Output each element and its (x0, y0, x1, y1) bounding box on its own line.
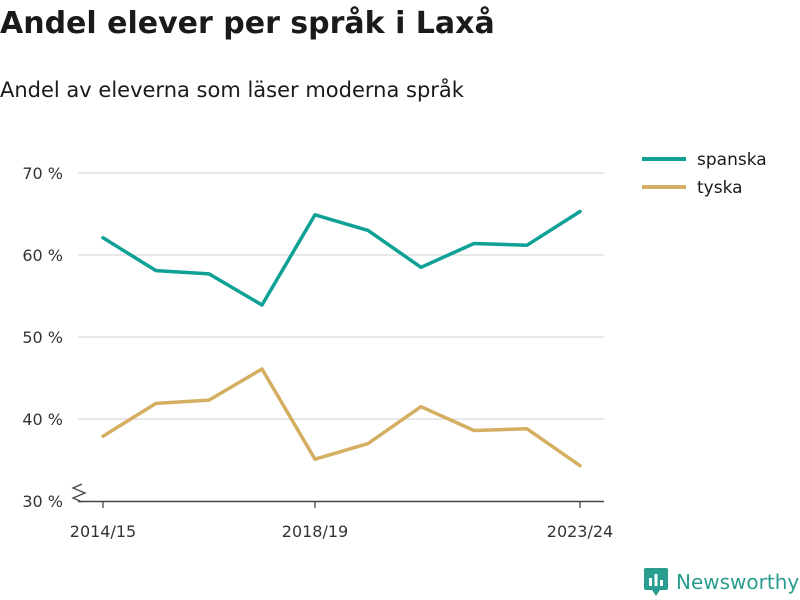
newsworthy-logo-icon (644, 568, 668, 596)
x-tick-label: 2014/15 (70, 522, 136, 541)
y-tick-label: 70 % (22, 164, 63, 183)
x-axis (71, 483, 604, 503)
brand-name: Newsworthy (676, 570, 800, 594)
series-line-spanska (101, 209, 582, 307)
y-axis-ticks: 30 % 40 % 50 % 60 % 70 % (22, 164, 63, 511)
legend-label-tyska: tyska (697, 178, 743, 198)
newsworthy-logo: Newsworthy (644, 568, 799, 596)
series-line-tyska (101, 367, 582, 468)
y-tick-label: 40 % (22, 410, 63, 429)
x-tick-label: 2023/24 (547, 522, 613, 541)
grid-lines (78, 172, 604, 420)
legend-label-spanska: spanska (697, 150, 767, 170)
axis-break-icon (71, 483, 87, 503)
y-tick-label: 30 % (22, 492, 63, 511)
chart-subtitle: Andel av eleverna som läser moderna språ… (0, 78, 464, 102)
x-axis-ticks: 2014/15 2018/19 2023/24 (70, 501, 613, 541)
series-lines (101, 209, 582, 468)
chart-title: Andel elever per språk i Laxå (0, 6, 495, 41)
legend: spanska tyska (642, 150, 767, 198)
x-tick-label: 2018/19 (282, 522, 348, 541)
y-tick-label: 60 % (22, 246, 63, 265)
y-tick-label: 50 % (22, 328, 63, 347)
